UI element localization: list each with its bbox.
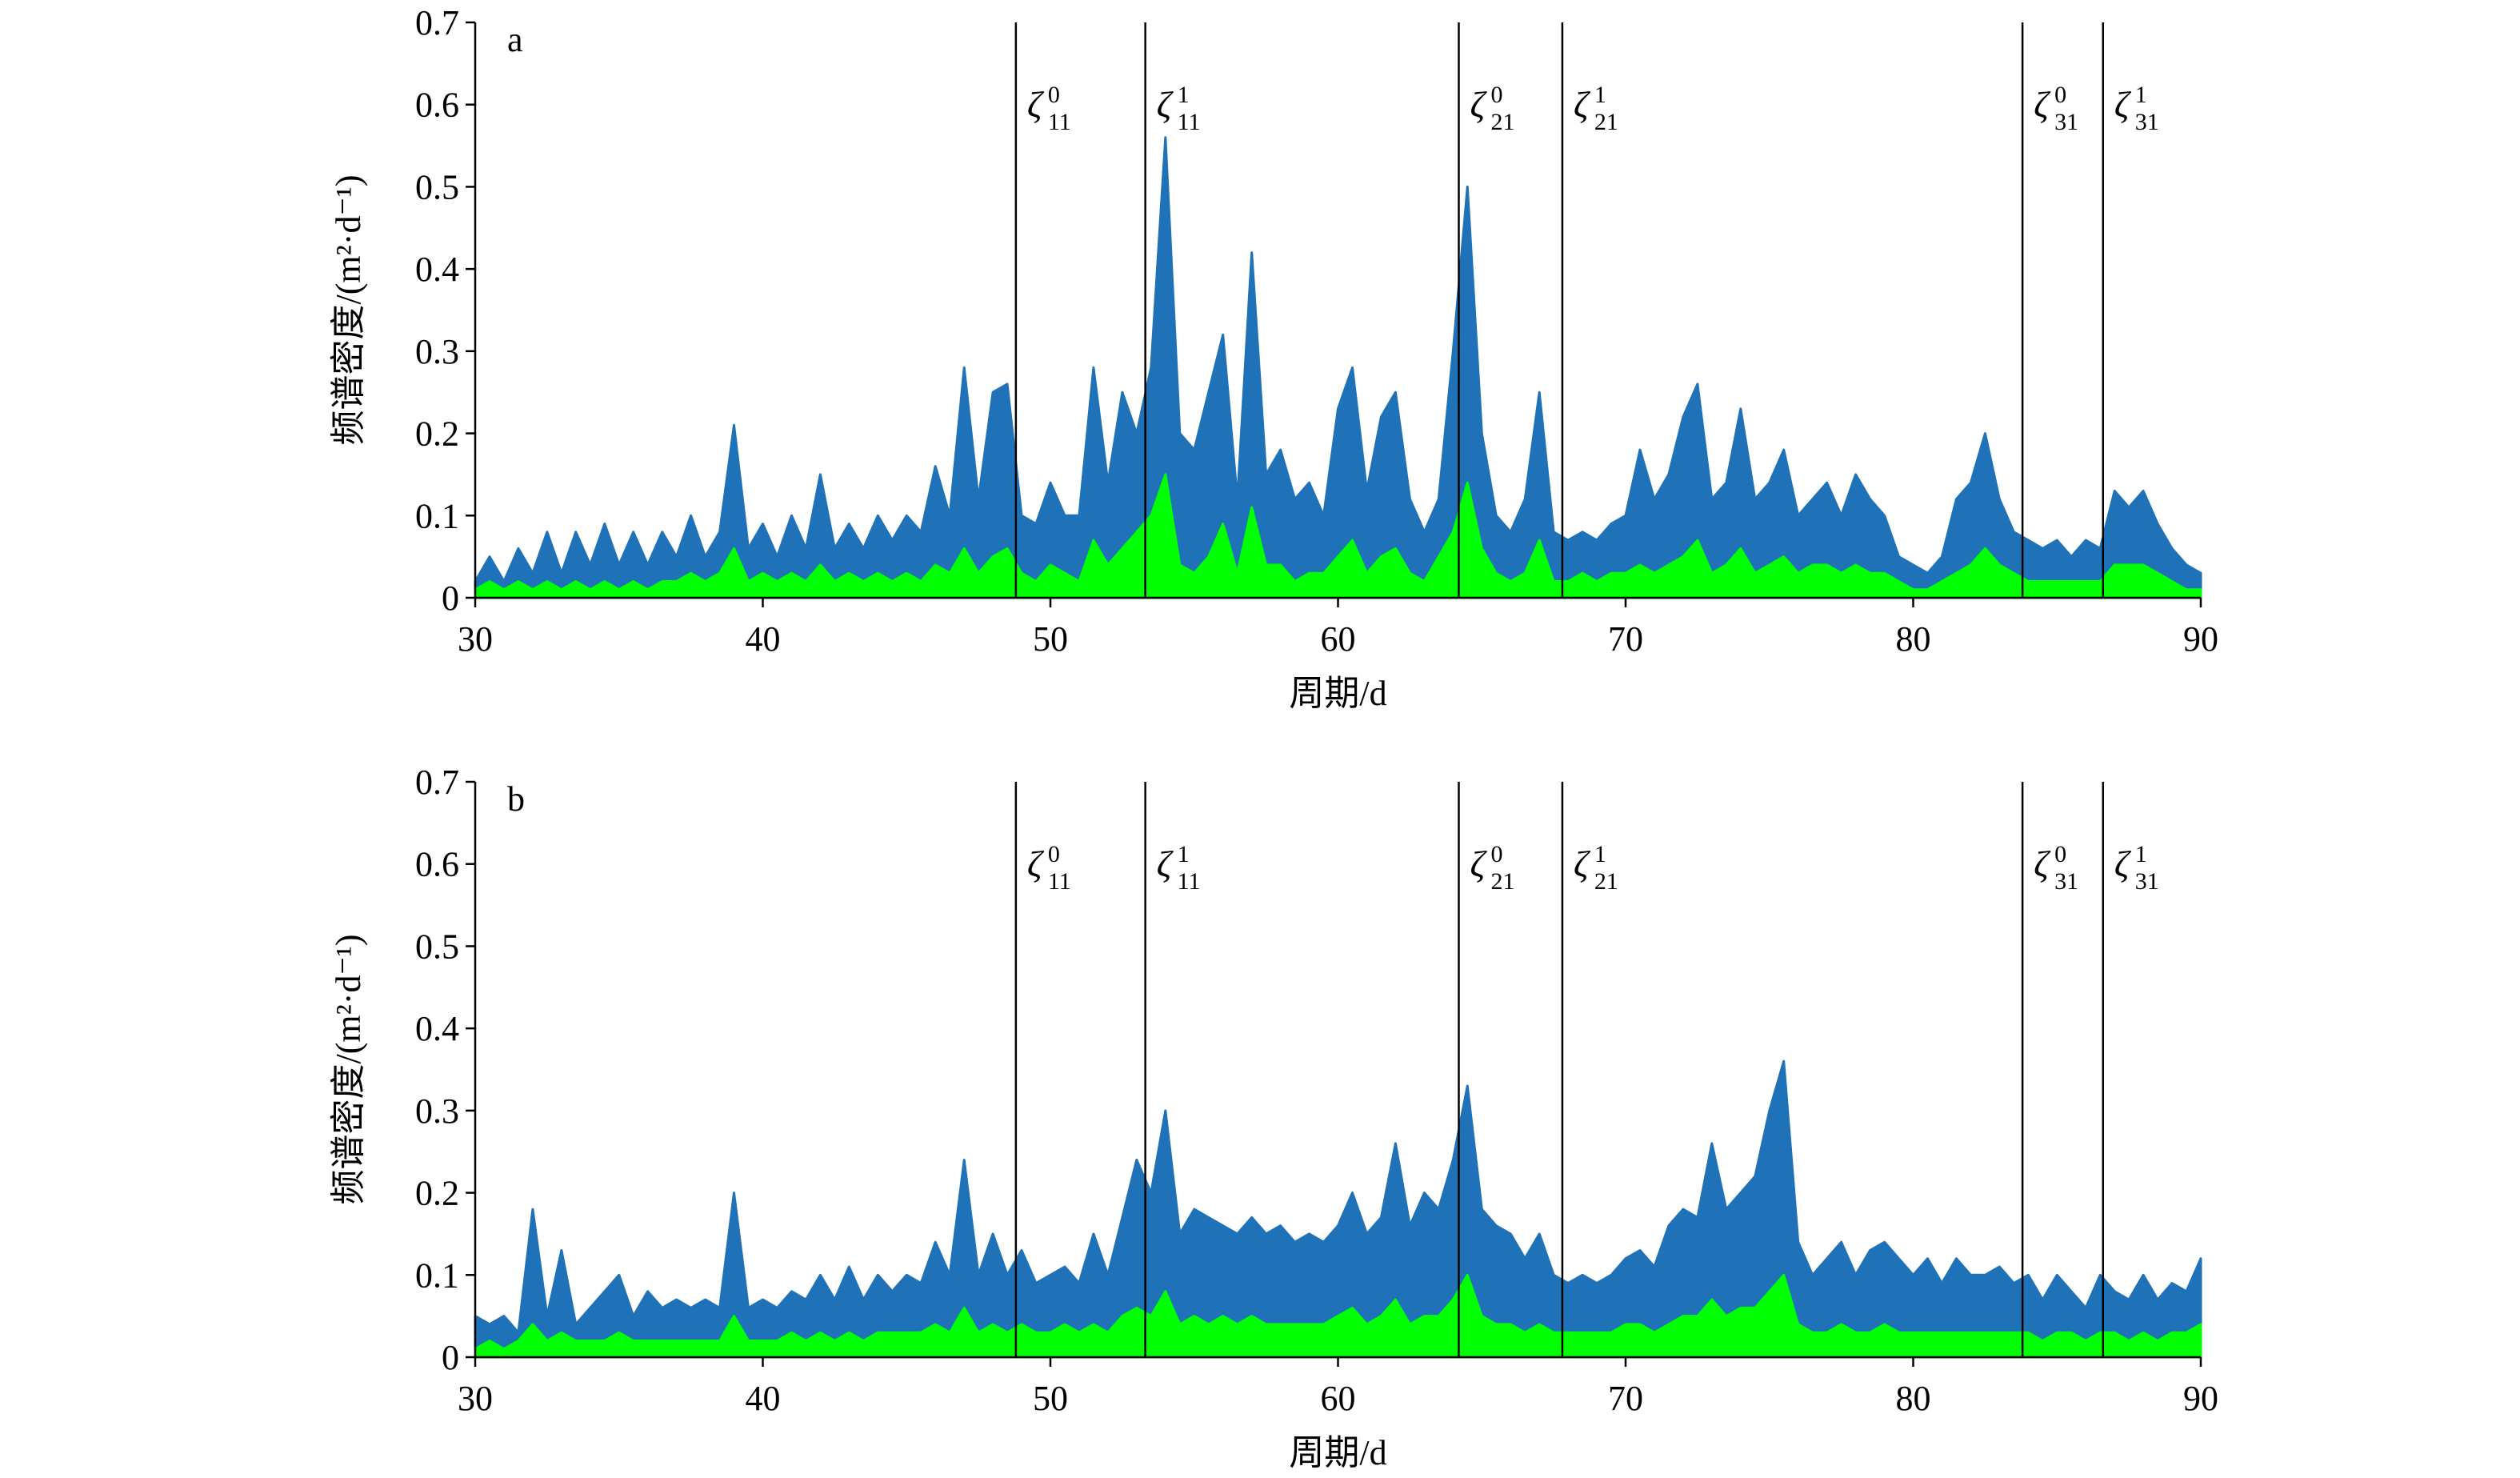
area-series [474, 1273, 2202, 1359]
y-axis-label: 频谱密度/(m²·d⁻¹) [329, 934, 368, 1204]
y-tick-label: 0.3 [415, 332, 459, 371]
subscript: 31 [2135, 109, 2159, 135]
x-tick-label: 80 [1896, 1379, 1931, 1418]
symbol: ζ [2034, 843, 2051, 884]
x-tick-label: 90 [2183, 619, 2218, 659]
subscript: 21 [1594, 109, 1618, 135]
x-tick-label: 30 [458, 1379, 493, 1418]
superscript: 1 [2135, 841, 2147, 867]
x-tick-label: 90 [2183, 1379, 2218, 1418]
superscript: 0 [1048, 841, 1060, 867]
y-tick-label: 0.6 [415, 845, 459, 884]
subscript: 21 [1490, 109, 1514, 135]
symbol: ζ [1027, 843, 1045, 884]
x-tick-label: 80 [1896, 619, 1931, 659]
x-tick-label: 60 [1321, 1379, 1356, 1418]
x-axis-label: 周期/d [1289, 674, 1386, 713]
panel-label: a [507, 20, 523, 59]
symbol: ζ [1574, 843, 1591, 884]
superscript: 0 [1048, 82, 1060, 108]
subscript: 11 [1048, 109, 1071, 135]
superscript: 0 [2054, 841, 2066, 867]
y-tick-label: 0.3 [415, 1091, 459, 1131]
subscript: 11 [1178, 109, 1201, 135]
reference-label: ζ 0 21 [1470, 82, 1514, 135]
subscript: 31 [2135, 868, 2159, 895]
symbol: ζ [1027, 84, 1045, 125]
x-tick-label: 30 [458, 619, 493, 659]
symbol: ζ [2114, 84, 2132, 125]
superscript: 0 [1490, 82, 1502, 108]
y-tick-label: 0.2 [415, 1174, 459, 1213]
x-tick-label: 70 [1608, 619, 1643, 659]
y-tick-label: 0.2 [415, 415, 459, 454]
x-tick-label: 50 [1033, 619, 1068, 659]
superscript: 0 [2054, 82, 2066, 108]
panel-label: b [507, 779, 525, 819]
symbol: ζ [1157, 843, 1174, 884]
x-axis-label: 周期/d [1289, 1433, 1386, 1472]
y-tick-label: 0.4 [415, 1009, 459, 1048]
subscript: 31 [2054, 109, 2078, 135]
superscript: 1 [1178, 82, 1190, 108]
y-tick-label: 0.5 [415, 167, 459, 206]
symbol: ζ [1470, 843, 1487, 884]
superscript: 0 [1490, 841, 1502, 867]
reference-label: ζ 0 31 [2034, 82, 2078, 135]
y-tick-label: 0.5 [415, 927, 459, 966]
subscript: 11 [1178, 868, 1201, 895]
x-tick-label: 50 [1033, 1379, 1068, 1418]
reference-label: ζ 0 31 [2034, 841, 2078, 895]
reference-label: ζ 0 11 [1027, 82, 1071, 135]
area-series [474, 1059, 2202, 1359]
subscript: 11 [1048, 868, 1071, 895]
y-tick-label: 0.6 [415, 86, 459, 125]
y-tick-label: 0.1 [415, 496, 459, 535]
superscript: 1 [2135, 82, 2147, 108]
x-tick-label: 40 [746, 619, 781, 659]
area-series [474, 136, 2202, 599]
x-tick-label: 40 [746, 1379, 781, 1418]
symbol: ζ [1157, 84, 1174, 125]
area-series [474, 473, 2202, 599]
symbol: ζ [1574, 84, 1591, 125]
subscript: 21 [1594, 868, 1618, 895]
y-tick-label: 0.7 [415, 3, 459, 42]
reference-label: ζ 1 21 [1574, 82, 1618, 135]
superscript: 1 [1178, 841, 1190, 867]
reference-label: ζ 0 11 [1027, 841, 1071, 895]
superscript: 1 [1594, 841, 1606, 867]
symbol: ζ [2114, 843, 2132, 884]
y-tick-label: 0 [442, 579, 459, 618]
reference-label: ζ 1 21 [1574, 841, 1618, 895]
reference-label: ζ 1 11 [1157, 841, 1201, 895]
reference-label: ζ 0 21 [1470, 841, 1514, 895]
symbol: ζ [2034, 84, 2051, 125]
y-tick-label: 0.1 [415, 1256, 459, 1295]
subscript: 21 [1490, 868, 1514, 895]
reference-label: ζ 1 11 [1157, 82, 1201, 135]
reference-label: ζ 1 31 [2114, 841, 2159, 895]
y-tick-label: 0 [442, 1338, 459, 1377]
symbol: ζ [1470, 84, 1487, 125]
y-tick-label: 0.7 [415, 763, 459, 802]
reference-label: ζ 1 31 [2114, 82, 2159, 135]
y-axis-label: 频谱密度/(m²·d⁻¹) [329, 174, 368, 445]
x-tick-label: 70 [1608, 1379, 1643, 1418]
subscript: 31 [2054, 868, 2078, 895]
x-tick-label: 60 [1321, 619, 1356, 659]
superscript: 1 [1594, 82, 1606, 108]
y-tick-label: 0.4 [415, 250, 459, 289]
